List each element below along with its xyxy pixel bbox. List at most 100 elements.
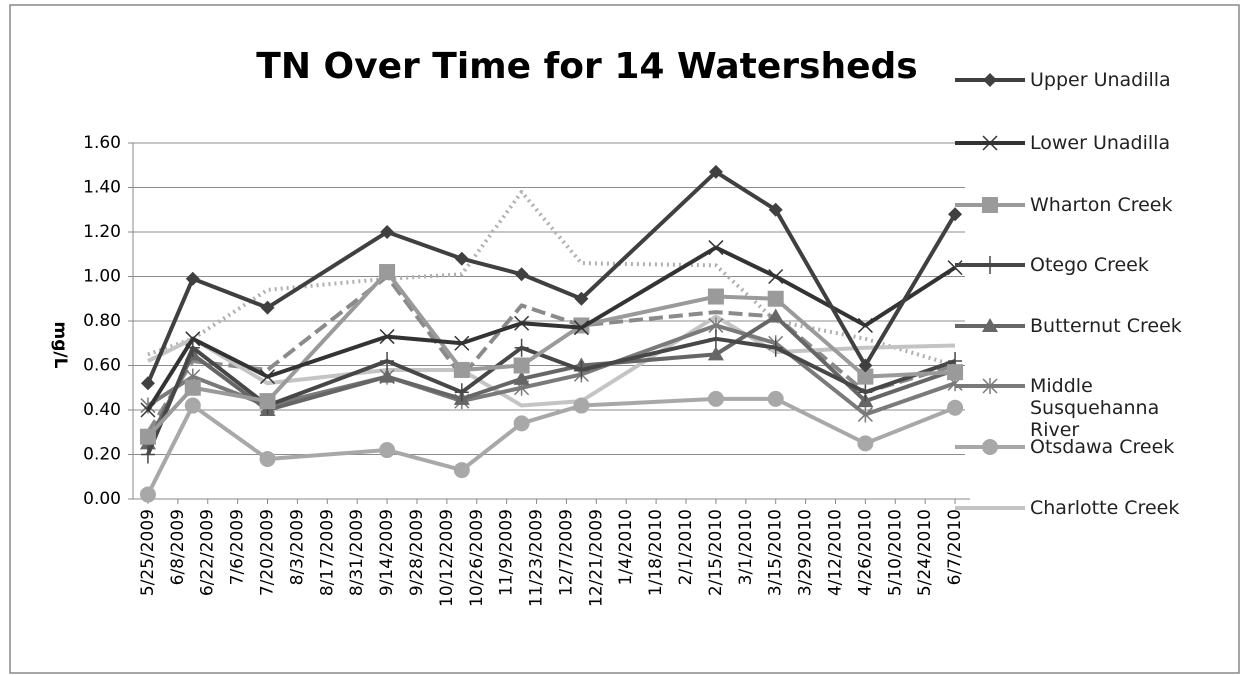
marker <box>982 135 998 151</box>
marker <box>379 442 396 459</box>
legend-label: Otego Creek <box>1030 254 1149 276</box>
marker <box>573 320 589 336</box>
marker <box>379 368 396 383</box>
marker <box>857 368 874 385</box>
marker <box>708 164 723 179</box>
y-tick-label: 0.60 <box>83 356 121 376</box>
marker <box>184 397 201 414</box>
marker <box>857 317 873 333</box>
marker <box>379 329 395 345</box>
legend-item <box>955 197 1025 213</box>
x-tick-label: 1/18/2010 <box>646 509 666 596</box>
marker <box>707 390 724 407</box>
marker <box>259 369 276 385</box>
marker <box>858 358 873 373</box>
marker <box>513 370 530 385</box>
y-tick-label: 1.20 <box>83 222 121 242</box>
marker <box>140 402 156 418</box>
legend-label: Wharton Creek <box>1030 194 1173 216</box>
marker <box>514 267 529 282</box>
marker <box>185 331 201 347</box>
marker <box>259 450 276 467</box>
legend-label: Butternut Creek <box>1030 315 1182 337</box>
legend-item <box>955 318 1025 332</box>
x-tick-label: 5/24/2010 <box>915 509 935 596</box>
x-tick-label: 4/26/2010 <box>855 509 875 596</box>
x-tick-label: 10/26/2009 <box>467 509 487 607</box>
marker <box>948 207 963 222</box>
legend-label: Lower Unadilla <box>1030 132 1171 154</box>
marker <box>259 393 276 410</box>
marker <box>982 378 998 394</box>
marker <box>947 260 963 276</box>
marker <box>140 376 155 391</box>
legend-label: Otsdawa Creek <box>1030 436 1175 458</box>
marker <box>767 290 784 307</box>
marker <box>983 73 997 87</box>
y-axis-label: mg/L <box>50 322 70 369</box>
legend-label: Upper Unadilla <box>1030 69 1171 91</box>
x-tick-label: 8/31/2009 <box>347 509 367 596</box>
legend-item <box>955 135 1025 151</box>
marker <box>380 225 395 239</box>
marker <box>184 379 201 396</box>
x-tick-label: 2/15/2010 <box>706 509 726 596</box>
x-tick-label: 5/25/2009 <box>138 509 158 596</box>
marker <box>454 251 469 266</box>
x-tick-label: 9/14/2009 <box>377 509 397 596</box>
marker <box>139 486 156 503</box>
x-tick-label: 12/7/2009 <box>556 509 576 596</box>
y-tick-label: 0.20 <box>83 445 121 465</box>
marker <box>768 268 784 285</box>
series-line <box>147 314 956 408</box>
marker <box>573 397 590 414</box>
marker <box>947 399 964 416</box>
x-tick-label: 1/4/2010 <box>616 509 636 585</box>
marker <box>768 338 783 357</box>
x-tick-label: 7/6/2009 <box>228 509 248 585</box>
marker <box>767 390 784 407</box>
marker <box>260 300 275 315</box>
x-tick-label: 12/21/2009 <box>586 509 606 607</box>
x-tick-label: 8/3/2009 <box>287 509 307 585</box>
marker <box>185 271 200 286</box>
x-tick-label: 2/1/2010 <box>676 509 696 585</box>
legend-label: Middle Susquehanna River <box>1030 375 1160 441</box>
series-line <box>147 189 956 368</box>
marker <box>857 406 873 423</box>
marker <box>982 197 998 213</box>
x-tick-label: 3/1/2010 <box>736 509 756 585</box>
marker <box>453 361 470 378</box>
marker <box>768 202 783 217</box>
marker <box>380 352 395 371</box>
marker <box>708 240 724 256</box>
y-tick-label: 1.40 <box>83 178 121 198</box>
series-line <box>146 274 956 434</box>
marker <box>513 415 530 432</box>
marker <box>514 338 529 357</box>
y-tick-label: 0.00 <box>83 489 121 509</box>
series-line <box>146 245 957 412</box>
marker <box>982 318 998 332</box>
marker <box>858 383 873 402</box>
marker <box>857 435 874 452</box>
marker <box>708 329 723 348</box>
x-tick-label: 4/12/2010 <box>825 509 845 596</box>
x-tick-label: 11/9/2009 <box>497 509 517 596</box>
marker <box>513 357 530 374</box>
x-tick-label: 8/17/2009 <box>317 509 337 596</box>
marker <box>140 445 155 464</box>
x-tick-label: 7/20/2009 <box>258 509 278 596</box>
y-tick-label: 0.80 <box>83 311 121 331</box>
marker <box>983 256 997 274</box>
legend-item <box>955 378 1025 394</box>
x-tick-label: 9/28/2009 <box>407 509 427 596</box>
y-tick-label: 1.60 <box>83 133 121 153</box>
marker <box>379 264 396 281</box>
marker <box>947 364 964 381</box>
marker <box>707 288 724 305</box>
x-tick-label: 6/22/2009 <box>198 509 218 596</box>
legend-label: Charlotte Creek <box>1030 497 1180 519</box>
